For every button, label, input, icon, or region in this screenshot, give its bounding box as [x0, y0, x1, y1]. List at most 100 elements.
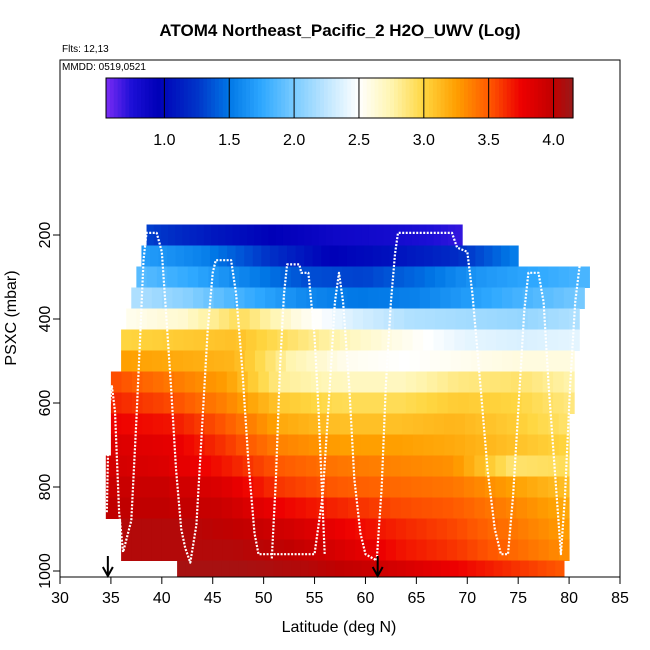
latitude-arrow-marker	[371, 556, 384, 579]
heatmap-cell	[192, 539, 204, 561]
heatmap-cell	[167, 308, 179, 330]
heatmap-cell	[453, 497, 465, 519]
heatmap-cell	[543, 287, 554, 309]
heatmap-cell	[434, 266, 446, 288]
heatmap-cell	[358, 455, 370, 477]
heatmap-cell	[368, 350, 380, 372]
heatmap-cell	[379, 560, 389, 578]
heatmap-cell	[318, 329, 330, 351]
heatmap-cell	[432, 476, 444, 498]
heatmap-cell	[467, 518, 478, 540]
heatmap-cell	[161, 518, 173, 540]
heatmap-cell	[546, 560, 556, 578]
heatmap-cell	[314, 539, 326, 561]
colorbar-cell	[308, 78, 313, 118]
colorbar-cell	[565, 78, 570, 118]
heatmap-cell	[402, 329, 414, 351]
heatmap-cell	[334, 539, 346, 561]
heatmap-cell	[558, 413, 570, 435]
heatmap-cell	[321, 245, 331, 267]
heatmap-cell	[163, 371, 175, 393]
heatmap-cell	[200, 476, 212, 498]
heatmap-cell	[327, 350, 338, 372]
heatmap-cell	[426, 539, 438, 561]
heatmap-cell	[522, 350, 534, 372]
heatmap-cell	[383, 266, 395, 288]
heatmap-cell	[284, 518, 295, 540]
heatmap-cell	[218, 224, 226, 246]
heatmap-cell	[506, 413, 518, 435]
heatmap-cell	[362, 266, 374, 288]
heatmap-cell	[537, 266, 549, 288]
heatmap-cell	[153, 392, 165, 414]
heatmap-cell	[247, 560, 257, 578]
colorbar-cell	[249, 78, 255, 118]
heatmap-cell	[363, 392, 375, 414]
heatmap-cell	[481, 287, 493, 309]
heatmap-cell	[233, 539, 244, 561]
heatmap-cell	[395, 371, 407, 393]
heatmap-cell	[291, 560, 301, 578]
heatmap-cell	[194, 560, 204, 578]
colorbar-cell	[242, 78, 247, 118]
heatmap-cell	[453, 476, 465, 498]
heatmap-cell	[347, 476, 360, 498]
heatmap-cell	[253, 476, 265, 498]
heatmap-cell	[553, 371, 565, 393]
heatmap-cell	[147, 497, 159, 519]
heatmap-cell	[404, 224, 413, 246]
heatmap-cell	[548, 518, 560, 540]
colorbar-cell	[549, 78, 555, 118]
heatmap-cell	[316, 287, 328, 309]
heatmap-cell	[563, 287, 575, 309]
heatmap-cell	[345, 518, 356, 540]
heatmap-cell	[146, 308, 158, 330]
heatmap-cell	[162, 287, 173, 309]
heatmap-cell	[507, 266, 518, 288]
heatmap-cell	[105, 497, 117, 519]
heatmap-cell	[384, 392, 396, 414]
heatmap-cell	[537, 434, 549, 456]
heatmap-cell	[558, 329, 570, 351]
heatmap-cell	[501, 245, 511, 267]
colorbar-cell	[526, 78, 531, 118]
heatmap-cell	[416, 371, 428, 393]
heatmap-cell	[317, 560, 328, 578]
colorbar-cell	[327, 78, 333, 118]
heatmap-cell	[537, 329, 549, 351]
heatmap-cell	[502, 350, 513, 372]
colorbar-cell	[409, 78, 415, 118]
heatmap-cell	[440, 560, 451, 578]
heatmap-cell	[374, 392, 386, 414]
heatmap-cell	[411, 455, 423, 477]
heatmap-cell	[405, 392, 417, 414]
heatmap-cell	[203, 350, 215, 372]
heatmap-cell	[368, 287, 379, 309]
heatmap-cell	[390, 455, 402, 477]
colorbar-tick-label: 3.0	[413, 132, 435, 149]
heatmap-cell	[287, 245, 297, 267]
x-tick-label: 30	[51, 590, 69, 607]
heatmap-cell	[260, 308, 271, 330]
heatmap-cell	[280, 308, 292, 330]
heatmap-cell	[201, 245, 211, 267]
heatmap-cell	[558, 539, 570, 561]
heatmap-cell	[445, 266, 457, 288]
heatmap-cell	[375, 539, 387, 561]
heatmap-cell	[347, 497, 360, 519]
colorbar-cell	[502, 78, 508, 118]
heatmap-cell	[538, 518, 550, 540]
heatmap-cell	[300, 560, 310, 578]
heatmap-cell	[221, 497, 233, 519]
heatmap-cell	[511, 560, 521, 578]
heatmap-cell	[110, 413, 122, 435]
heatmap-cell	[195, 371, 207, 393]
heatmap-cell	[179, 476, 191, 498]
colorbar: 1.0 1.5 2.0 2.5 3.0 3.5 4.0	[105, 77, 574, 149]
heatmap-cell	[110, 434, 122, 456]
heatmap-cell	[290, 308, 302, 330]
heatmap-cell	[528, 560, 539, 578]
heatmap-cell	[463, 455, 475, 477]
colorbar-cell	[137, 78, 142, 118]
colorbar-cell	[347, 78, 352, 118]
